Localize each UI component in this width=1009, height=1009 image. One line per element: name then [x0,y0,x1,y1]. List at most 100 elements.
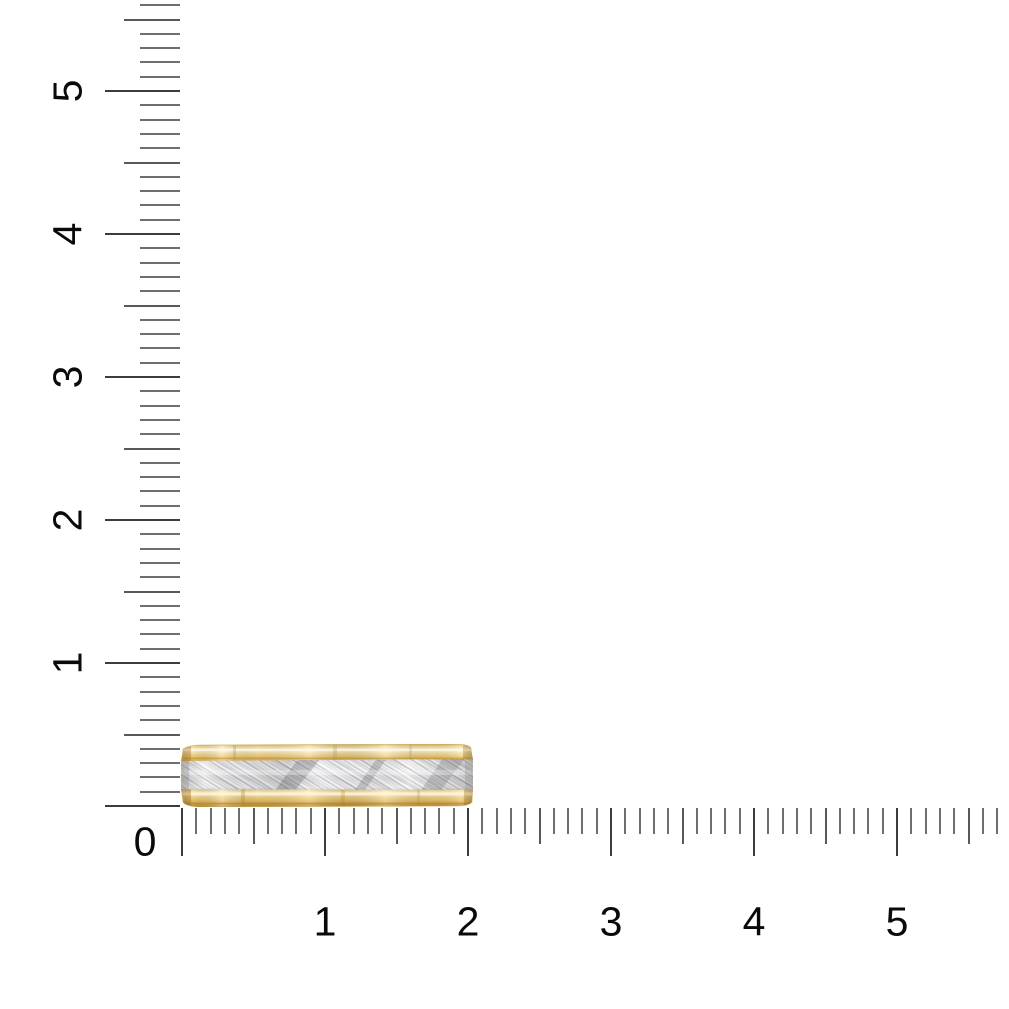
vertical-tick-0.2 [140,776,180,779]
vertical-tick-4.3 [140,190,180,193]
vertical-tick-5.0 [105,90,180,92]
horizontal-tick-3.8 [724,808,727,834]
horizontal-tick-4.2 [781,808,784,834]
vertical-tick-4.1 [140,218,180,221]
horizontal-tick-2.7 [567,808,570,834]
horizontal-tick-3.7 [710,808,713,834]
vertical-tick-3.4 [140,318,180,321]
vertical-tick-3.8 [140,261,180,264]
horizontal-tick-5.5 [967,808,970,844]
horizontal-tick-0.8 [295,808,298,834]
horizontal-tick-1.9 [452,808,455,834]
horizontal-tick-0.9 [309,808,312,834]
vertical-tick-5.5 [124,18,180,21]
vertical-tick-0.4 [140,747,180,750]
vertical-tick-4.6 [140,147,180,150]
vertical-tick-5.2 [140,61,180,64]
vertical-tick-2.2 [140,490,180,493]
horizontal-tick-2.8 [581,808,584,834]
horizontal-tick-1.7 [424,808,427,834]
horizontal-tick-3.3 [652,808,655,834]
horizontal-tick-3.6 [695,808,698,834]
horizontal-tick-2.3 [509,808,512,834]
vertical-tick-5.3 [140,47,180,50]
vertical-tick-1.5 [124,590,180,593]
horizontal-tick-0.0 [181,808,183,856]
vertical-tick-3.6 [140,290,180,293]
horizontal-tick-5.6 [981,808,984,834]
vertical-tick-1.0 [105,662,180,664]
horizontal-axis-label-2: 2 [456,898,480,945]
vertical-tick-4.8 [140,118,180,121]
vertical-tick-4.2 [140,204,180,207]
origin-label-zero: 0 [133,818,157,865]
vertical-tick-2.6 [140,433,180,436]
horizontal-tick-0.1 [195,808,198,834]
vertical-axis-label-1: 1 [44,651,91,675]
horizontal-axis-label-4: 4 [742,898,766,945]
horizontal-tick-2.5 [538,808,541,844]
vertical-tick-5.6 [140,4,180,7]
horizontal-tick-3.9 [738,808,741,834]
vertical-tick-3.2 [140,347,180,350]
ring-image [181,744,473,807]
horizontal-tick-4.1 [767,808,770,834]
ring-bottom-gold-rail [181,789,473,807]
horizontal-tick-3.4 [667,808,670,834]
vertical-tick-1.6 [140,576,180,579]
vertical-tick-2.3 [140,476,180,479]
horizontal-tick-4.8 [867,808,870,834]
ring-illustration [181,744,473,807]
vertical-tick-1.7 [140,561,180,564]
horizontal-tick-1.2 [352,808,355,834]
horizontal-tick-4.7 [853,808,856,834]
horizontal-tick-4.5 [824,808,827,844]
horizontal-tick-3.0 [610,808,612,856]
vertical-tick-0.7 [140,704,180,707]
vertical-tick-0.5 [124,733,180,736]
ring-center-diamond-cut [181,759,473,791]
vertical-tick-2.0 [105,519,180,521]
horizontal-axis-label-3: 3 [599,898,623,945]
vertical-tick-3.9 [140,247,180,250]
horizontal-tick-4.0 [753,808,755,856]
horizontal-tick-0.7 [281,808,284,834]
horizontal-tick-5.2 [924,808,927,834]
vertical-tick-0.8 [140,690,180,693]
horizontal-tick-1.6 [409,808,412,834]
vertical-tick-5.4 [140,32,180,35]
vertical-tick-3.5 [124,304,180,307]
vertical-tick-5.1 [140,75,180,78]
vertical-axis-label-5: 5 [44,79,91,103]
horizontal-tick-2.9 [595,808,598,834]
horizontal-tick-5.0 [896,808,898,856]
horizontal-tick-4.3 [795,808,798,834]
horizontal-tick-0.4 [238,808,241,834]
vertical-axis-label-3: 3 [44,365,91,389]
vertical-tick-3.3 [140,333,180,336]
ring-outline [182,744,473,807]
vertical-tick-2.4 [140,461,180,464]
vertical-tick-4.4 [140,175,180,178]
vertical-tick-1.1 [140,647,180,650]
vertical-axis-label-2: 2 [44,508,91,532]
vertical-tick-2.7 [140,418,180,421]
horizontal-tick-0.2 [209,808,212,834]
vertical-axis-label-4: 4 [44,222,91,246]
horizontal-tick-4.6 [838,808,841,834]
horizontal-tick-0.5 [252,808,255,844]
horizontal-tick-5.4 [953,808,956,834]
vertical-tick-4.0 [105,233,180,235]
horizontal-tick-1.3 [366,808,369,834]
vertical-tick-4.7 [140,132,180,135]
horizontal-tick-2.4 [524,808,527,834]
vertical-tick-0.6 [140,719,180,722]
horizontal-tick-2.2 [495,808,498,834]
vertical-tick-2.9 [140,390,180,393]
horizontal-tick-1.0 [324,808,326,856]
vertical-tick-1.9 [140,533,180,536]
vertical-tick-0.9 [140,676,180,679]
vertical-tick-0.1 [140,790,180,793]
